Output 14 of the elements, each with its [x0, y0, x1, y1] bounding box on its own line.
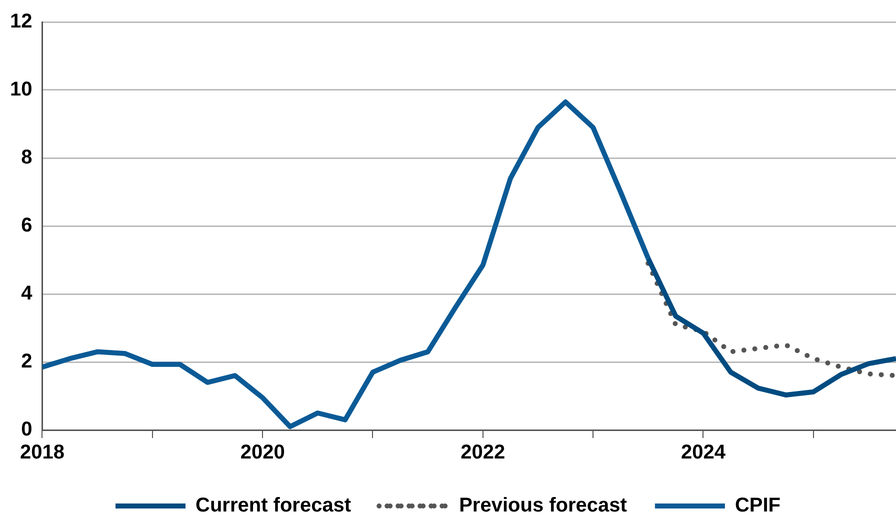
- x-tick-label: 2020: [240, 442, 285, 464]
- y-tick-label: 6: [21, 214, 32, 237]
- x-tick-label: 2022: [460, 442, 506, 464]
- y-tick-label: 2: [21, 350, 32, 373]
- x-tick-label: 2018: [20, 442, 64, 464]
- y-tick-label: 0: [21, 418, 32, 441]
- legend-label: Previous forecast: [459, 494, 628, 517]
- x-tick-label: 2024: [680, 442, 726, 464]
- y-tick-label: 4: [21, 282, 34, 305]
- y-tick-label: 8: [21, 146, 32, 169]
- legend-label: Current forecast: [196, 494, 352, 517]
- y-tick-label: 12: [10, 10, 32, 33]
- legend-label: CPIF: [734, 494, 781, 517]
- y-tick-label: 10: [10, 78, 32, 101]
